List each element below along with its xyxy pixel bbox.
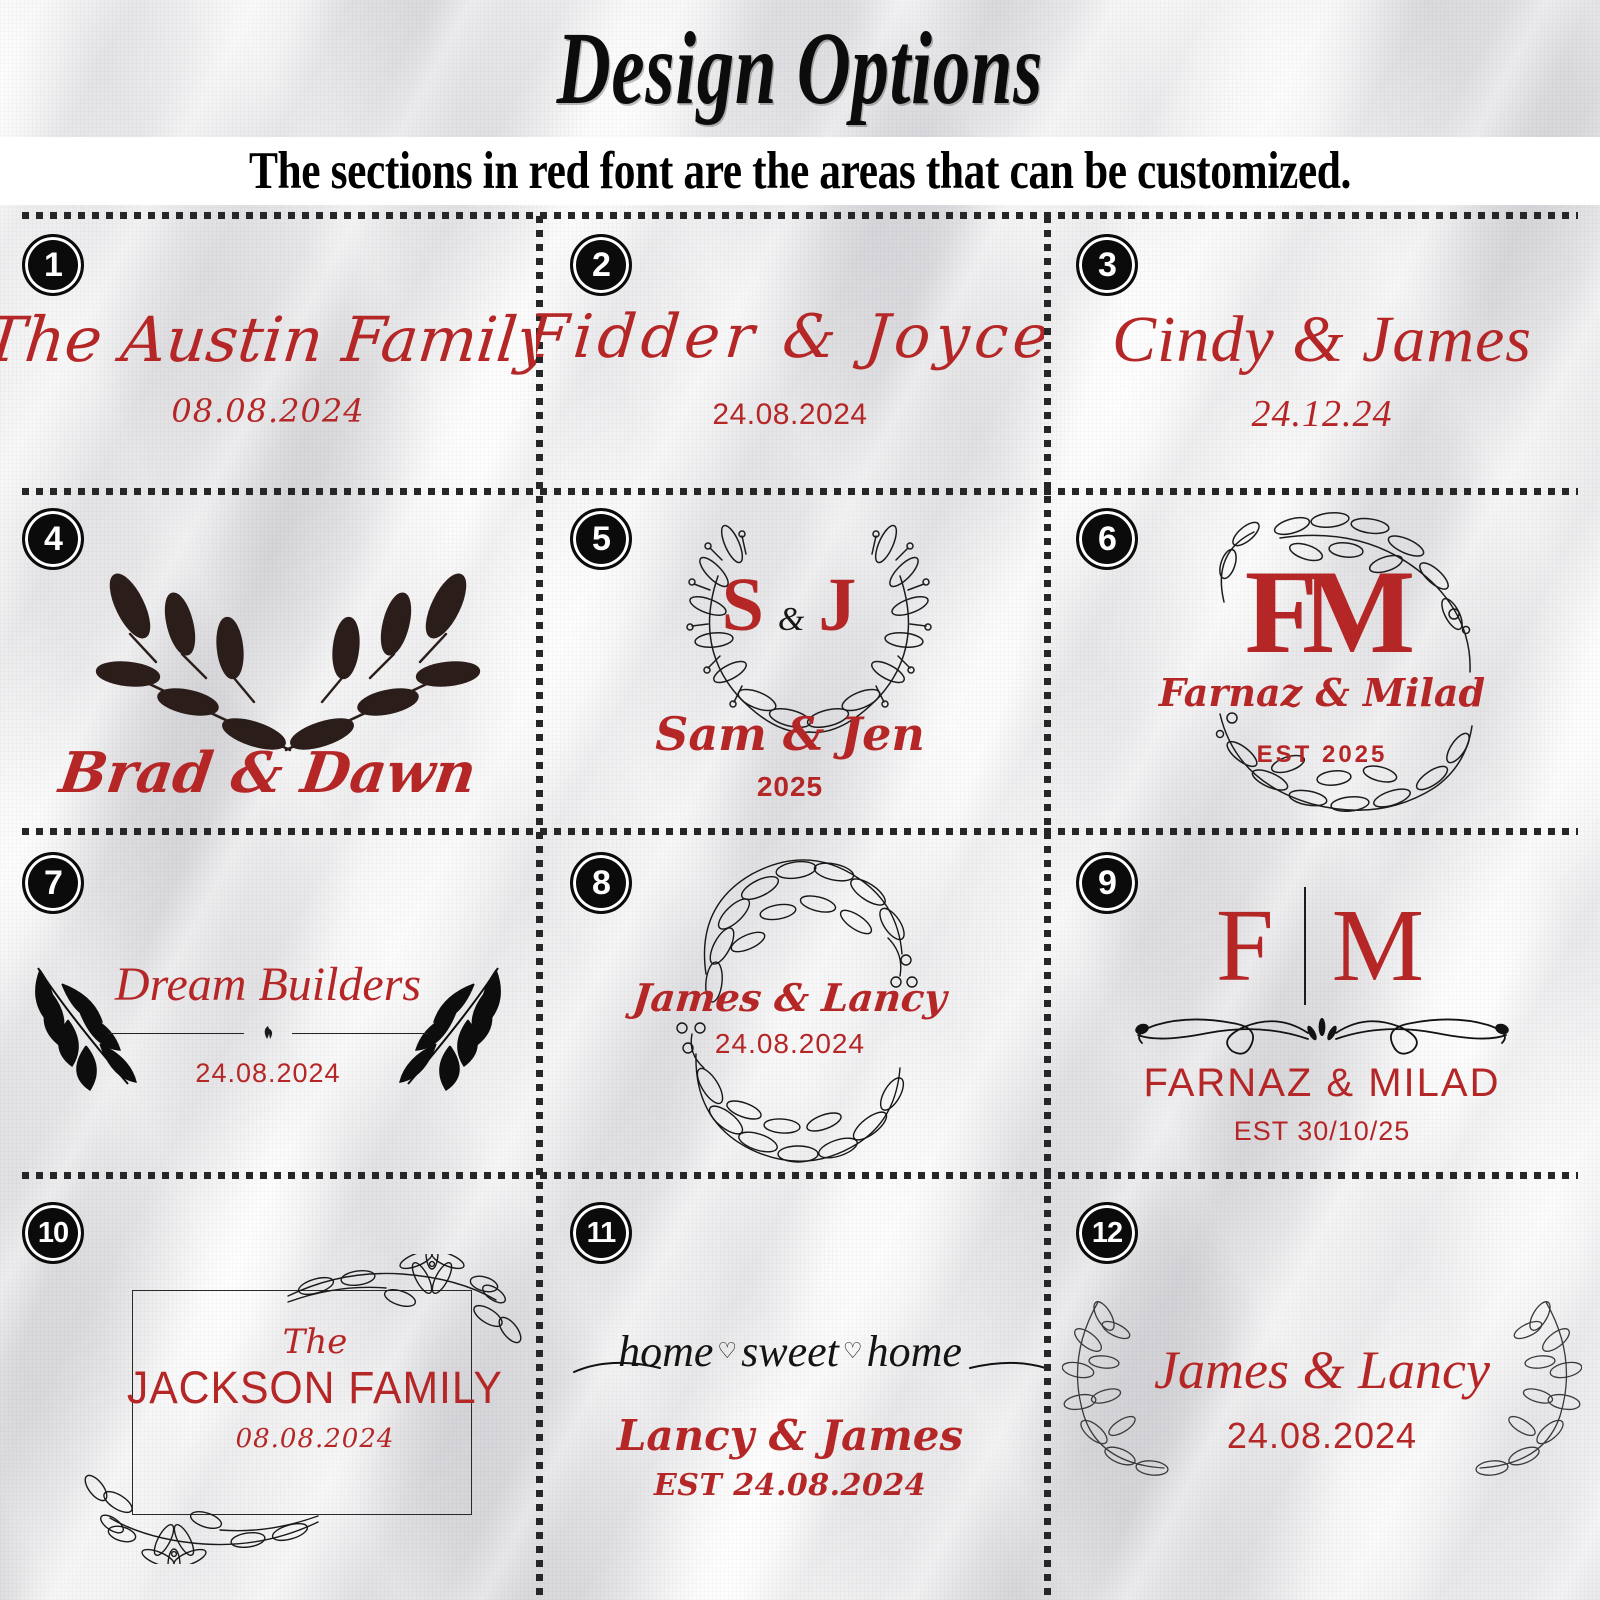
option-number-badge: 7 — [22, 852, 84, 914]
option-5-name: Sam & Jen — [655, 707, 925, 761]
monogram-left-initial: S — [721, 563, 766, 647]
heart-icon: ♡ — [842, 1338, 863, 1363]
option-2-date: 24.08.2024 — [712, 398, 868, 431]
grid-hrule-3 — [22, 1172, 1578, 1179]
option-number-badge: 1 — [22, 234, 84, 296]
monogram-left-initial: F — [1215, 888, 1278, 1003]
option-3-content: Cindy & James 24.12.24 — [1044, 216, 1600, 488]
divider-line-right — [292, 1032, 428, 1034]
option-9-monogram: F M — [1216, 887, 1428, 1005]
option-number-badge: 3 — [1076, 234, 1138, 296]
design-option-2[interactable]: 2 Fidder & Joyce 24.08.2024 — [536, 216, 1044, 488]
option-11-phrase-wrap: home ♡ sweet ♡ home — [573, 1326, 1044, 1377]
option-7-divider — [108, 1024, 428, 1042]
grid-vrule-2 — [1044, 216, 1051, 1600]
option-1-name: The Austin Family — [0, 302, 536, 376]
design-option-3[interactable]: 3 Cindy & James 24.12.24 — [1044, 216, 1600, 488]
option-10-name: JACKSON FAMILY — [127, 1362, 503, 1413]
option-9-content: F M FARNAZ & MILAD — [1044, 828, 1600, 1172]
option-number-badge: 6 — [1076, 508, 1138, 570]
design-option-11[interactable]: 11 home ♡ sweet ♡ home Lancy & James EST… — [536, 1172, 1044, 1600]
option-7-name: Dream Builders — [114, 958, 422, 1011]
monogram-divider-bar — [1303, 887, 1306, 1005]
option-10-prefix: The — [282, 1322, 348, 1362]
design-option-4[interactable]: 4 — [0, 488, 536, 828]
page-title-wrap: Design Options — [0, 0, 1600, 137]
option-8-date: 24.08.2024 — [714, 1027, 866, 1059]
option-12-date: 24.08.2024 — [1226, 1415, 1418, 1456]
design-option-9[interactable]: 9 F M — [1044, 828, 1600, 1172]
subtitle-band: The sections in red font are the areas t… — [0, 137, 1600, 205]
option-7-date: 24.08.2024 — [195, 1058, 341, 1088]
option-1-date: 08.08.2024 — [171, 391, 365, 430]
option-11-name: Lancy & James — [616, 1410, 964, 1460]
option-6-date: EST 2025 — [1256, 740, 1388, 768]
option-number-badge: 12 — [1076, 1202, 1138, 1264]
design-option-12[interactable]: 12 — [1044, 1172, 1600, 1600]
option-number-badge: 5 — [570, 508, 632, 570]
heart-icon: ♡ — [717, 1338, 738, 1363]
option-9-name: FARNAZ & MILAD — [1143, 1061, 1501, 1105]
design-option-10[interactable]: 10 — [0, 1172, 536, 1600]
option-7-content: Dream Builders 24.08.2024 — [0, 828, 536, 1172]
option-11-content: home ♡ sweet ♡ home Lancy & James EST 24… — [536, 1172, 1044, 1600]
option-number-badge: 8 — [570, 852, 632, 914]
phrase-word-2: sweet — [741, 1326, 839, 1376]
design-option-1[interactable]: 1 The Austin Family 08.08.2024 — [0, 216, 536, 488]
option-12-name: James & Lancy — [1154, 1340, 1490, 1400]
option-3-name: Cindy & James — [1112, 303, 1532, 376]
option-number-badge: 4 — [22, 508, 84, 570]
option-9-date: EST 30/10/25 — [1233, 1116, 1411, 1146]
grid-hrule-top — [22, 212, 1578, 219]
option-5-content: S & J Sam & Jen 2025 — [536, 488, 1044, 828]
option-10-date: 08.08.2024 — [235, 1424, 395, 1454]
leaf-divider-icon — [264, 1026, 273, 1039]
phrase-swash-icon — [573, 1361, 1044, 1373]
option-11-date: EST 24.08.2024 — [653, 1467, 927, 1503]
option-11-phrase: home ♡ sweet ♡ home — [618, 1326, 962, 1377]
option-6-monogram: FM — [1244, 545, 1416, 679]
option-number-badge: 9 — [1076, 852, 1138, 914]
page-title: Design Options — [556, 10, 1044, 126]
design-option-6[interactable]: 6 — [1044, 488, 1600, 828]
grid-vrule-1 — [536, 216, 543, 1600]
option-number-badge: 11 — [570, 1202, 632, 1264]
page-subtitle: The sections in red font are the areas t… — [248, 141, 1352, 200]
option-10-content: The JACKSON FAMILY 08.08.2024 — [127, 1322, 502, 1454]
grid-hrule-2 — [22, 828, 1578, 835]
option-5-monogram: S & J — [722, 562, 859, 649]
option-1-content: The Austin Family 08.08.2024 — [0, 216, 536, 488]
option-12-content: James & Lancy 24.08.2024 — [1044, 1172, 1600, 1600]
option-8-content: James & Lancy 24.08.2024 — [536, 828, 1044, 1172]
flourish-divider-icon — [1135, 1018, 1509, 1055]
option-2-name: Fidder & Joyce — [536, 302, 1044, 372]
option-6-content: FM Farnaz & Milad EST 2025 — [1044, 488, 1600, 828]
design-option-7[interactable]: 7 — [0, 828, 536, 1172]
grid-hrule-1 — [22, 488, 1578, 495]
monogram-ampersand: & — [777, 601, 807, 638]
divider-line-left — [108, 1032, 244, 1034]
option-8-name: James & Lancy — [630, 974, 950, 1020]
option-2-content: Fidder & Joyce 24.08.2024 — [536, 216, 1044, 488]
option-5-date: 2025 — [756, 771, 824, 802]
option-number-badge: 2 — [570, 234, 632, 296]
monogram-right-initial: M — [1331, 888, 1429, 1003]
option-3-date: 24.12.24 — [1251, 393, 1393, 435]
option-number-badge: 10 — [22, 1202, 84, 1264]
phrase-word-3: home — [866, 1326, 962, 1376]
option-6-name: Farnaz & Milad — [1158, 669, 1486, 715]
monogram-right-initial: J — [818, 563, 859, 647]
design-option-8[interactable]: 8 — [536, 828, 1044, 1172]
option-4-name: Brad & Dawn — [55, 740, 481, 806]
phrase-word-1: home — [618, 1326, 714, 1376]
design-option-5[interactable]: 5 — [536, 488, 1044, 828]
